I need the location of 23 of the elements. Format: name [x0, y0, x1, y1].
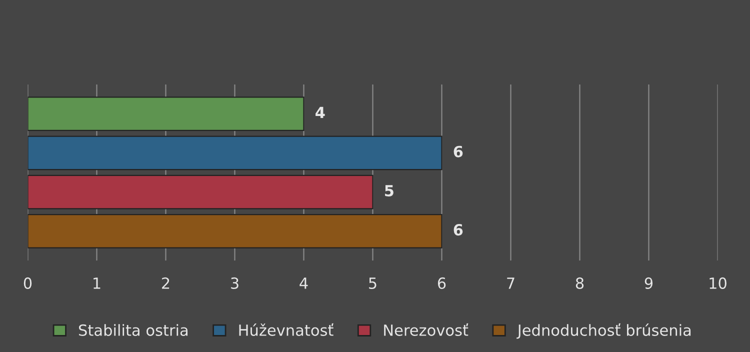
x-tick-label: 9	[644, 277, 653, 289]
x-tick-label: 2	[162, 277, 170, 289]
bar	[28, 214, 442, 248]
x-tick-label: 4	[300, 278, 308, 289]
data-label: 5	[385, 185, 394, 196]
legend-label: Húževnatosť	[239, 323, 334, 336]
legend-label: Nerezovosť	[384, 323, 468, 336]
data-label: 6	[454, 224, 463, 236]
data-label: 4	[316, 106, 325, 118]
x-tick-label: 6	[438, 277, 446, 289]
x-tick-label: 7	[507, 278, 514, 289]
bar	[28, 174, 374, 210]
x-tick-label: 5	[369, 278, 376, 289]
x-tick-label: 1	[94, 278, 100, 289]
data-label: 6	[454, 146, 463, 158]
legend-label: Stabilita ostria	[79, 324, 188, 336]
bar	[28, 96, 304, 131]
legend-label: Jednoduchosť brúsenia	[516, 323, 691, 339]
bar	[28, 136, 442, 170]
x-tick-label: 0	[24, 277, 32, 289]
x-tick-label: 8	[576, 277, 584, 289]
x-tick-label: 3	[231, 277, 238, 289]
x-tick-label: 10	[710, 277, 726, 289]
